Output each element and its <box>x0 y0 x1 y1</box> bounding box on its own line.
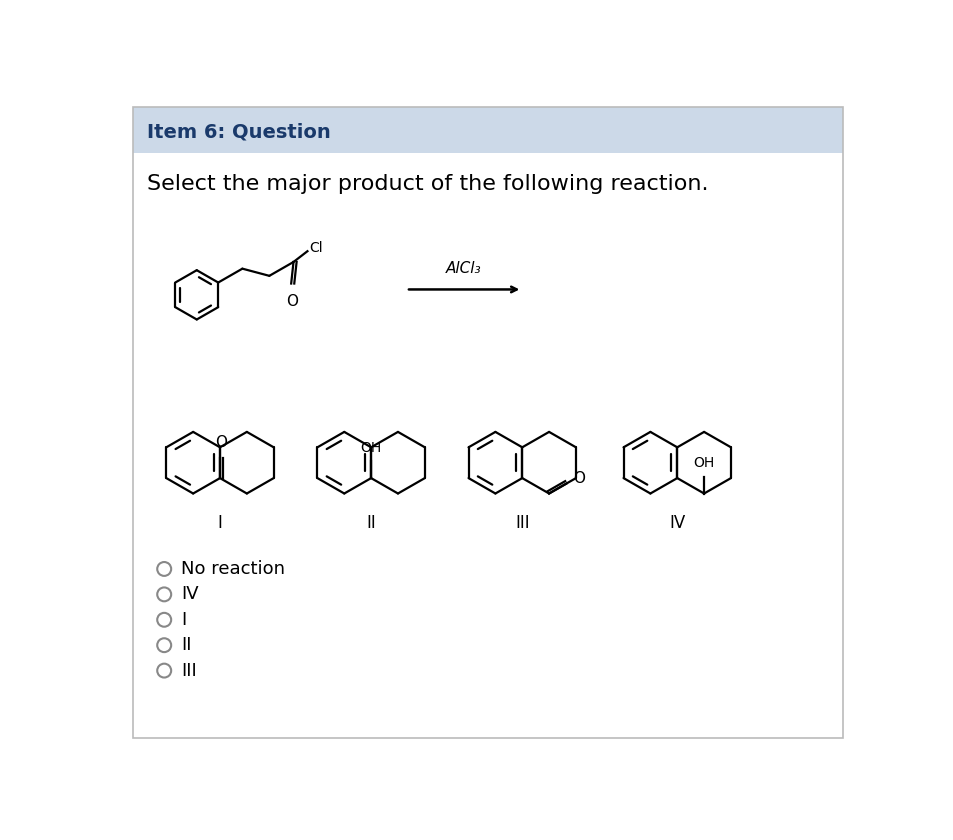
Text: OH: OH <box>693 456 714 470</box>
FancyBboxPatch shape <box>133 107 842 153</box>
Text: Select the major product of the following reaction.: Select the major product of the followin… <box>147 174 708 194</box>
Text: Item 6: Question: Item 6: Question <box>147 122 331 141</box>
Text: III: III <box>181 662 196 680</box>
Text: O: O <box>215 435 227 450</box>
Text: IV: IV <box>668 513 684 532</box>
Text: I: I <box>181 611 186 629</box>
Text: II: II <box>181 636 192 654</box>
Text: AlCl₃: AlCl₃ <box>446 261 481 276</box>
Text: OH: OH <box>360 441 381 455</box>
Text: Cl: Cl <box>309 241 322 255</box>
Text: I: I <box>217 513 222 532</box>
Text: II: II <box>366 513 375 532</box>
Text: IV: IV <box>181 585 198 603</box>
Text: No reaction: No reaction <box>181 560 285 578</box>
Text: III: III <box>515 513 529 532</box>
Text: O: O <box>286 293 297 308</box>
Text: O: O <box>572 471 584 486</box>
